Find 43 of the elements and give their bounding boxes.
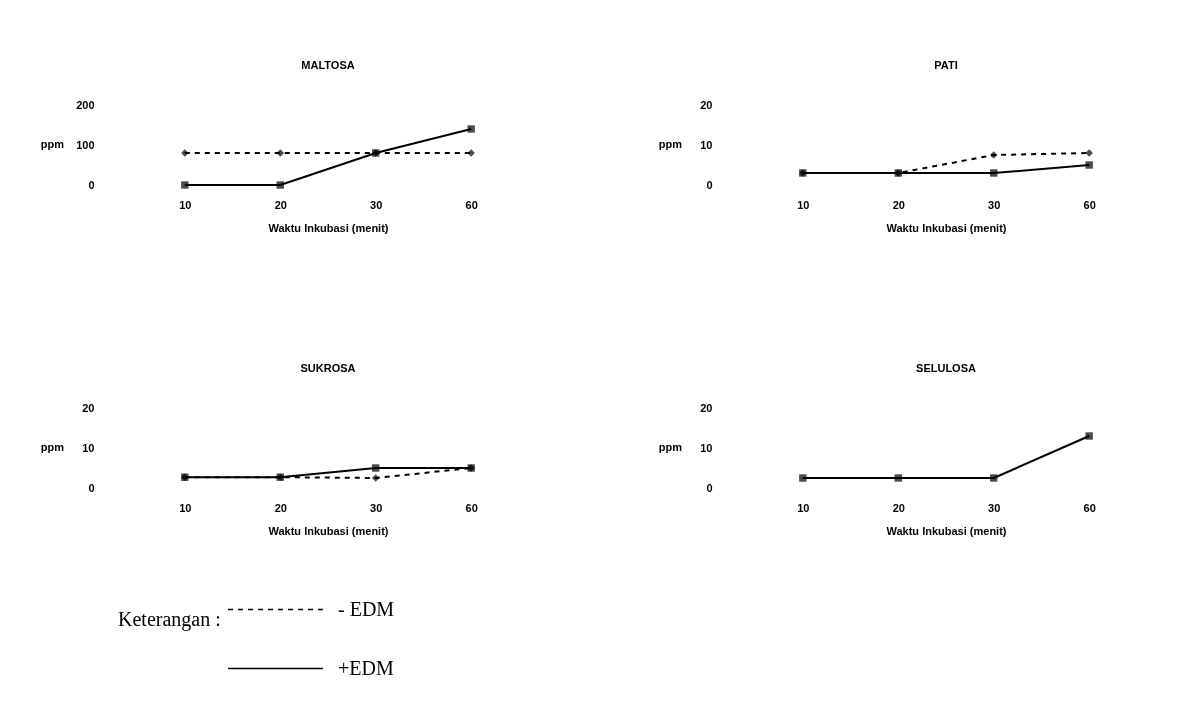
y-tick-label: 10 [700, 138, 713, 151]
y-tick-label: 0 [88, 481, 95, 494]
y-tick-label: 100 [76, 138, 95, 151]
y-tick-label: 200 [76, 98, 95, 111]
x-tick-label: 20 [274, 198, 287, 211]
chart-title: SUKROSA [300, 362, 356, 374]
legend-title: Keterangan : [118, 608, 221, 631]
x-axis-title: Waktu Inkubasi (menit) [268, 524, 389, 537]
x-tick-label: 10 [797, 501, 810, 514]
x-tick-label: 20 [892, 501, 905, 514]
x-tick-label: 20 [274, 501, 287, 514]
x-tick-label: 30 [370, 501, 383, 514]
y-tick-label: 20 [82, 401, 95, 414]
y-tick-label: 0 [706, 481, 713, 494]
x-tick-label: 60 [1083, 501, 1096, 514]
y-tick-label: 20 [700, 98, 713, 111]
x-tick-label: 10 [179, 501, 192, 514]
y-tick-label: 10 [82, 441, 95, 454]
x-tick-label: 30 [988, 198, 1001, 211]
y-axis-title: ppm [40, 138, 65, 150]
y-tick-label: 10 [700, 441, 713, 454]
y-tick-label: 0 [88, 178, 95, 191]
y-axis-title: ppm [658, 441, 683, 453]
x-tick-label: 30 [988, 501, 1001, 514]
y-tick-label: 0 [706, 178, 713, 191]
x-axis-title: Waktu Inkubasi (menit) [886, 524, 1007, 537]
x-tick-label: 60 [465, 501, 478, 514]
chart-title: PATI [934, 59, 958, 71]
x-tick-label: 20 [892, 198, 905, 211]
x-tick-label: 60 [465, 198, 478, 211]
legend-label: - EDM [338, 597, 395, 620]
legend-label: +EDM [338, 656, 394, 679]
y-axis-title: ppm [658, 138, 683, 150]
x-tick-label: 10 [797, 198, 810, 211]
x-tick-label: 60 [1083, 198, 1096, 211]
y-axis-title: ppm [40, 441, 65, 453]
chart-title: SELULOSA [916, 362, 976, 374]
x-tick-label: 10 [179, 198, 192, 211]
x-axis-title: Waktu Inkubasi (menit) [886, 221, 1007, 234]
x-tick-label: 30 [370, 198, 383, 211]
y-tick-label: 20 [700, 401, 713, 414]
x-axis-title: Waktu Inkubasi (menit) [268, 221, 389, 234]
chart-title: MALTOSA [301, 59, 355, 71]
